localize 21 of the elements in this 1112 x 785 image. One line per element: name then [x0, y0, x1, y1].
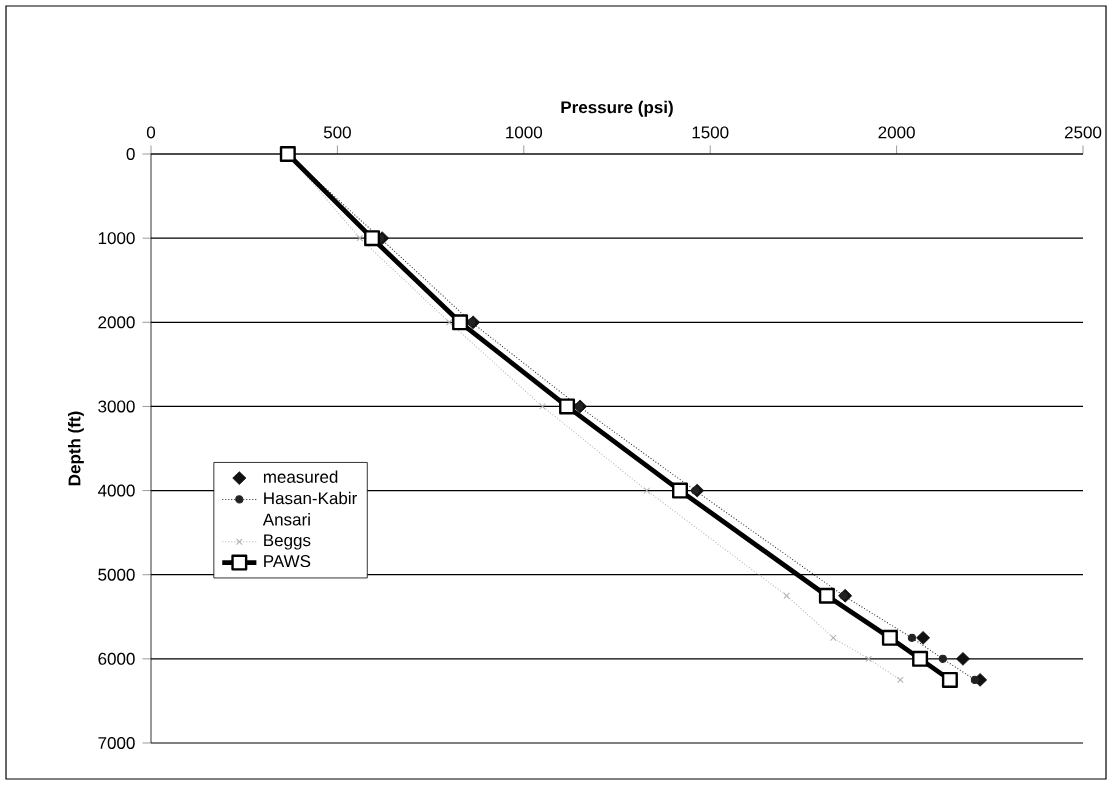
y-axis-title: Depth (ft) [68, 411, 84, 486]
legend-label: PAWS [264, 555, 311, 568]
y-tick-label: 5000 [98, 568, 135, 581]
x-axis-title: Pressure (psi) [561, 100, 673, 117]
x-tick-label: 1000 [506, 126, 543, 139]
x-tick-label: 500 [323, 126, 351, 139]
y-tick-label: 2000 [98, 316, 135, 329]
y-tick-label: 0 [126, 148, 135, 161]
text: Ansari [262, 513, 310, 526]
x-tick-label: 2500 [1064, 126, 1102, 139]
x-tick-label: 2000 [878, 126, 915, 139]
y-tick-label: 7000 [98, 736, 135, 749]
y-tick-label: 6000 [98, 652, 135, 665]
legend-label: Beggs [264, 534, 311, 550]
legend-label: measured [263, 470, 338, 483]
x-tick-label: 0 [146, 126, 156, 139]
y-tick-label: 4000 [97, 484, 135, 497]
y-tick-label: 3000 [98, 400, 135, 413]
legend-label: Hasan-Kabir [264, 491, 357, 505]
x-tick-label: 1500 [692, 126, 729, 139]
y-tick-label: 1000 [98, 232, 135, 245]
